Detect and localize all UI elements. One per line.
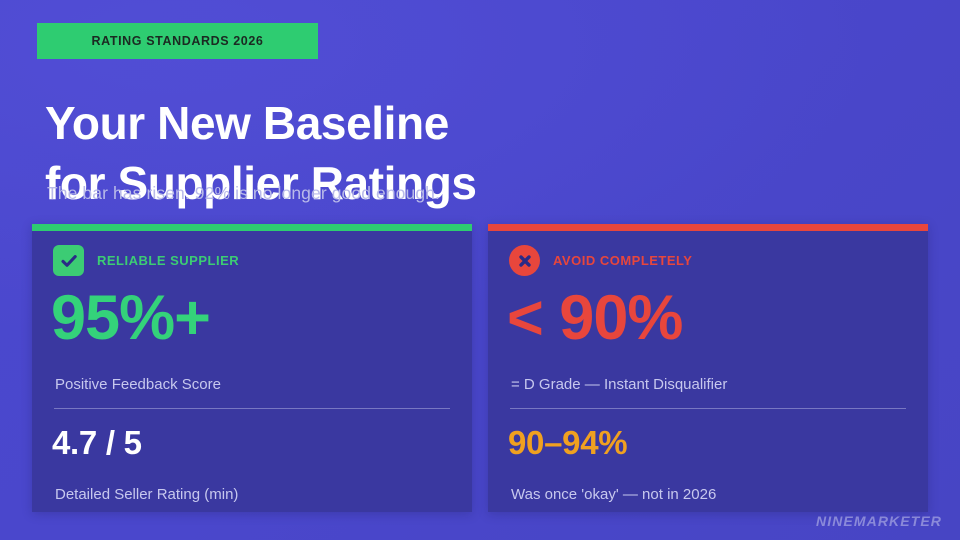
card-accent-bar xyxy=(488,224,928,231)
watermark: NINEMARKETER xyxy=(816,513,942,529)
secondary-stat-caption: Was once 'okay' — not in 2026 xyxy=(511,486,717,503)
card-status-label: RELIABLE SUPPLIER xyxy=(97,253,240,268)
secondary-stat-value: 90–94% xyxy=(508,424,628,461)
card-status-label: AVOID COMPLETELY xyxy=(553,253,693,268)
card-divider xyxy=(510,408,906,409)
primary-stat-value: < 90% xyxy=(507,283,683,353)
x-circle-icon xyxy=(509,245,540,276)
card-header: RELIABLE SUPPLIER xyxy=(53,245,239,276)
card-reliable-supplier: RELIABLE SUPPLIER 95%+ Positive Feedback… xyxy=(32,224,472,512)
card-avoid-completely: AVOID COMPLETELY < 90% = D Grade — Insta… xyxy=(488,224,928,512)
secondary-stat-caption: Detailed Seller Rating (min) xyxy=(55,486,239,503)
check-square-icon xyxy=(53,245,84,276)
secondary-stat-value: 4.7 / 5 xyxy=(52,424,142,461)
eyebrow-badge: RATING STANDARDS 2026 xyxy=(37,23,318,59)
card-header: AVOID COMPLETELY xyxy=(509,245,692,276)
eyebrow-label: RATING STANDARDS 2026 xyxy=(91,34,264,48)
headline-line-1: Your New Baseline xyxy=(45,96,449,149)
page-title: Your New Baseline for Supplier Ratings xyxy=(45,93,645,213)
headline-line-2: for Supplier Ratings xyxy=(45,156,477,209)
primary-stat-caption: = D Grade — Instant Disqualifier xyxy=(511,376,728,393)
primary-stat-caption: Positive Feedback Score xyxy=(55,376,221,393)
card-accent-bar xyxy=(32,224,472,231)
primary-stat-value: 95%+ xyxy=(51,283,211,353)
subheadline: The bar has risen. 92% is no longer good… xyxy=(47,183,440,203)
card-divider xyxy=(54,408,450,409)
